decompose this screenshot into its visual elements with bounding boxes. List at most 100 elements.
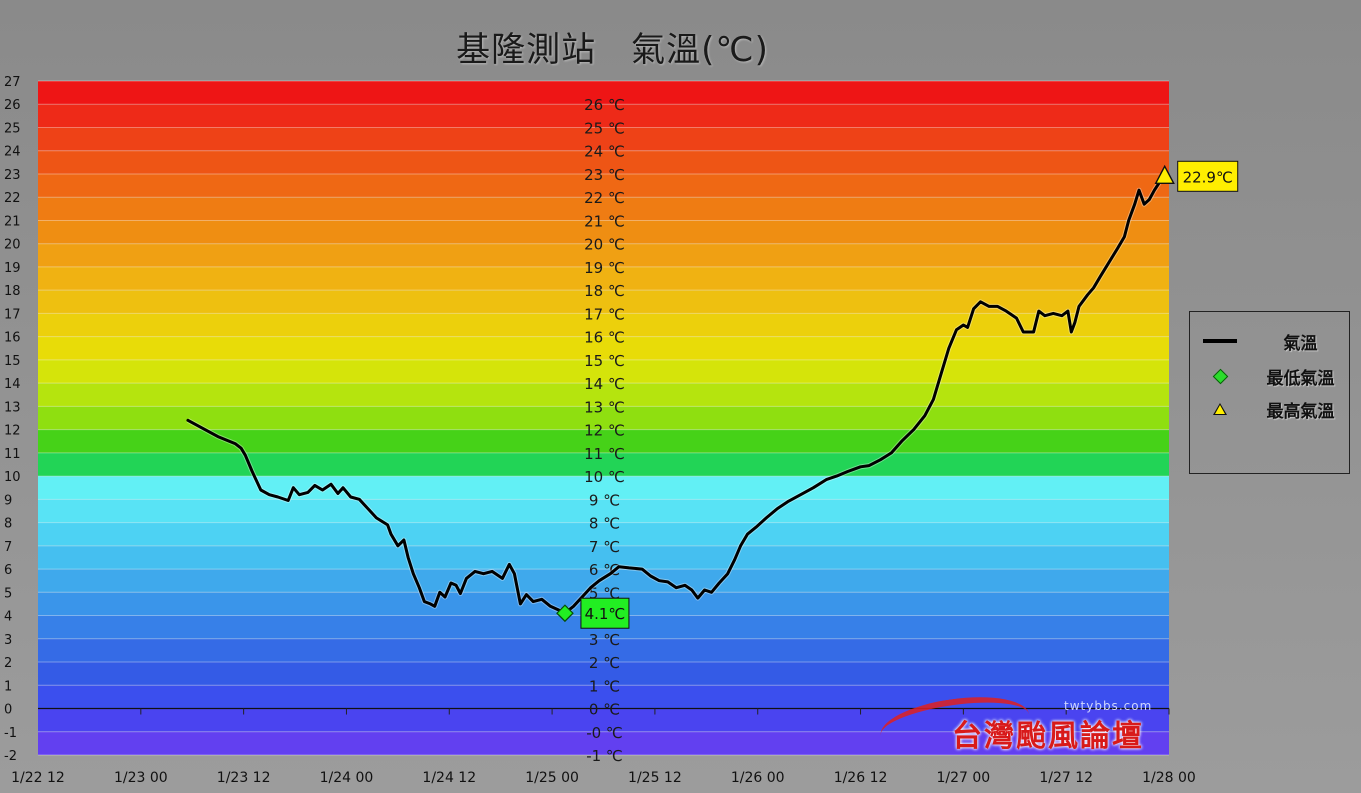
y-tick-label: 11 — [4, 447, 21, 462]
band-label: 15 ℃ — [584, 352, 625, 370]
temperature-bands — [38, 81, 1169, 755]
band-label: 19 ℃ — [584, 259, 625, 277]
y-tick-label: 0 — [4, 703, 12, 718]
band-label: 9 ℃ — [589, 491, 620, 509]
x-tick-label: 1/25 00 — [525, 770, 579, 786]
band-11 — [38, 429, 1169, 453]
band-15 — [38, 336, 1169, 360]
band-label: 18 ℃ — [584, 282, 625, 300]
band-label: 11 ℃ — [584, 445, 625, 463]
triangle-icon — [1213, 403, 1227, 415]
y-tick-label: -1 — [4, 726, 17, 741]
band-7 — [38, 522, 1169, 546]
band-label: 12 ℃ — [584, 422, 625, 440]
x-tick-label: 1/23 12 — [217, 770, 271, 786]
band-label: 17 ℃ — [584, 305, 625, 323]
watermark-url: twtybbs.com — [1064, 699, 1153, 713]
y-tick-label: 25 — [4, 121, 21, 136]
y-axis-ticks: -2-1012345678910111213141516171819202122… — [4, 75, 21, 764]
series-line-temperature — [186, 179, 1162, 615]
band-label: 16 ℃ — [584, 329, 625, 347]
min-point-marker — [556, 604, 574, 623]
legend-item-max: 最高氣溫 — [1190, 394, 1351, 424]
chart-legend: 氣溫 最低氣溫 最高氣溫 — [1189, 311, 1350, 474]
y-tick-label: 13 — [4, 400, 21, 415]
diamond-icon — [1212, 368, 1228, 384]
band-label: 3 ℃ — [589, 631, 620, 649]
band-2 — [38, 638, 1169, 663]
band-22 — [38, 173, 1169, 198]
x-tick-label: 1/24 00 — [320, 770, 374, 786]
band-label: 7 ℃ — [589, 538, 620, 556]
legend-label-max: 最高氣溫 — [1266, 401, 1335, 422]
band-label: 26 ℃ — [584, 96, 625, 114]
band-label: 24 ℃ — [584, 143, 625, 161]
band-9 — [38, 476, 1169, 500]
band-label: 20 ℃ — [584, 236, 625, 254]
band-26 — [38, 81, 1169, 105]
band-label: 21 ℃ — [584, 212, 625, 230]
legend-item-min: 最低氣溫 — [1190, 361, 1351, 391]
y-tick-label: 10 — [4, 470, 21, 485]
line-swatch-icon — [1203, 339, 1237, 343]
band-label: 1 ℃ — [589, 677, 620, 695]
x-tick-label: 1/22 12 — [11, 770, 65, 786]
band-23 — [38, 150, 1169, 174]
band-24 — [38, 127, 1169, 151]
legend-label-min: 最低氣溫 — [1266, 368, 1335, 389]
y-tick-label: 17 — [4, 307, 21, 322]
band-0 — [38, 685, 1169, 709]
y-tick-label: 22 — [4, 191, 21, 206]
band-label: 14 ℃ — [584, 375, 625, 393]
y-tick-label: 1 — [4, 679, 12, 694]
y-tick-label: 20 — [4, 238, 21, 253]
max-label: 22.9℃ — [1183, 168, 1233, 186]
y-tick-label: 14 — [4, 377, 21, 392]
band-5 — [38, 569, 1169, 593]
y-tick-label: 18 — [4, 284, 21, 299]
max-point-marker — [1154, 164, 1175, 184]
forum-watermark: twtybbs.com 台灣颱風論壇 — [877, 688, 1170, 762]
x-tick-label: 1/27 00 — [937, 770, 991, 786]
band-label: 25 ℃ — [584, 119, 625, 137]
band-17 — [38, 290, 1169, 314]
x-tick-label: 1/27 12 — [1039, 770, 1093, 786]
band-1 — [38, 662, 1169, 686]
y-tick-label: 27 — [4, 75, 21, 90]
y-tick-label: 7 — [4, 540, 12, 555]
band-label: 10 ℃ — [584, 468, 625, 486]
chart-title: 基隆測站 氣溫(℃) — [456, 30, 769, 70]
y-tick-label: 3 — [4, 633, 12, 648]
y-tick-label: 21 — [4, 214, 21, 229]
band-19 — [38, 243, 1169, 267]
y-tick-label: 15 — [4, 354, 21, 369]
x-tick-label: 1/23 00 — [114, 770, 168, 786]
band--2 — [38, 731, 1169, 755]
band-25 — [38, 104, 1169, 128]
max-label-box — [1177, 160, 1239, 192]
band-labels: 26 ℃ 25 ℃ 24 ℃ 23 ℃ 22 ℃ 21 ℃ 20 ℃ 19 ℃ 18 ℃ 17 ℃… — [584, 96, 625, 765]
x-tick-label: 1/25 12 — [628, 770, 682, 786]
band-6 — [38, 545, 1169, 570]
band-label: 13 ℃ — [584, 398, 625, 416]
series-layer — [186, 179, 1163, 616]
y-tick-label: 8 — [4, 517, 12, 532]
band-label: 8 ℃ — [589, 515, 620, 533]
watermark-text: 台灣颱風論壇 — [952, 719, 1144, 754]
x-tick-label: 1/24 12 — [422, 770, 476, 786]
y-tick-label: 5 — [4, 586, 12, 601]
band-12 — [38, 406, 1169, 430]
gridlines — [38, 80, 1170, 756]
band-label: 6 ℃ — [589, 561, 620, 579]
y-tick-label: 16 — [4, 331, 21, 346]
y-tick-label: 6 — [4, 563, 12, 578]
band-18 — [38, 266, 1169, 291]
y-tick-label: 26 — [4, 98, 21, 113]
markers-layer: 4.1℃ 22.9℃ — [556, 160, 1239, 629]
band-16 — [38, 313, 1169, 337]
x-tick-label: 1/28 00 — [1142, 770, 1196, 786]
band-20 — [38, 220, 1169, 244]
y-tick-label: -2 — [4, 749, 17, 764]
band-21 — [38, 197, 1169, 221]
